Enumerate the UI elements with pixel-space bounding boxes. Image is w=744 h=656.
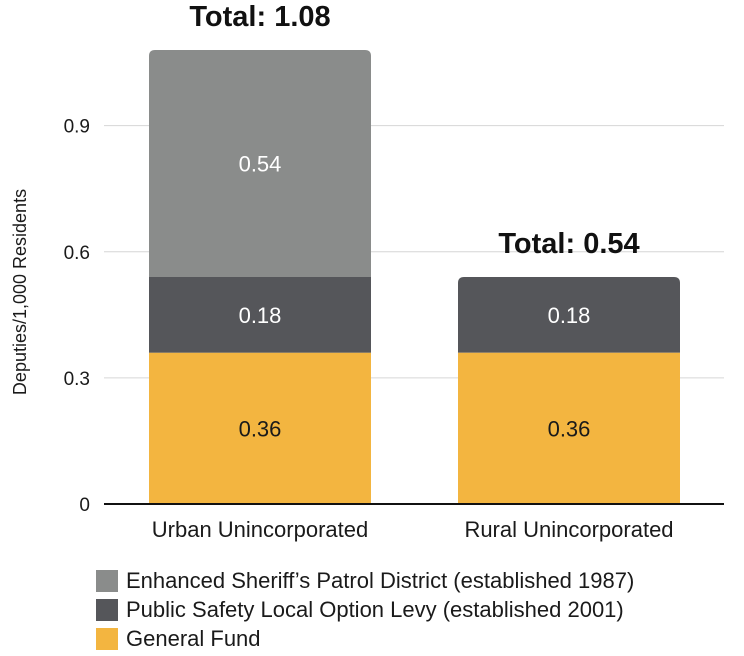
y-axis-label: Deputies/1,000 Residents [10,189,30,395]
legend-item: Public Safety Local Option Levy (establi… [96,595,634,624]
x-category-label: Urban Unincorporated [152,517,368,542]
legend-label: Public Safety Local Option Levy (establi… [126,596,624,622]
legend-item: General Fund [96,624,634,653]
y-tick-label: 0 [79,495,90,516]
bar-value-label: 0.18 [548,303,591,328]
bar-segment [149,277,371,353]
legend-swatch [96,569,118,592]
y-tick-label: 0.9 [64,117,90,138]
bar-total-label: Total: 0.54 [498,228,639,260]
legend-label: Enhanced Sheriff’s Patrol District (esta… [126,567,635,593]
legend-swatch [96,627,118,650]
bar-value-label: 0.36 [239,416,282,441]
y-tick-label: 0.6 [64,243,90,264]
bars-layer [149,50,680,504]
x-category-label: Rural Unincorporated [464,517,673,542]
legend-label: General Fund [126,625,261,651]
bar-value-label: 0.18 [239,303,282,328]
bar-segment [458,277,680,353]
y-tick-label: 0.3 [64,369,90,390]
legend-swatch [96,598,118,621]
labels-layer: 0 0.3 0.6 0.9 0.36 0.18 0.54 Total: 1.08 Urban U… [64,1,724,542]
bar-segment [458,352,680,504]
bar-segment [149,50,371,277]
bar-value-label: 0.36 [548,416,591,441]
legend: Enhanced Sheriff’s Patrol District (esta… [96,566,634,653]
bar-total-label: Total: 1.08 [189,1,330,33]
bar-segment [149,352,371,504]
bar-value-label: 0.54 [239,152,282,177]
legend-item: Enhanced Sheriff’s Patrol District (esta… [96,566,634,595]
